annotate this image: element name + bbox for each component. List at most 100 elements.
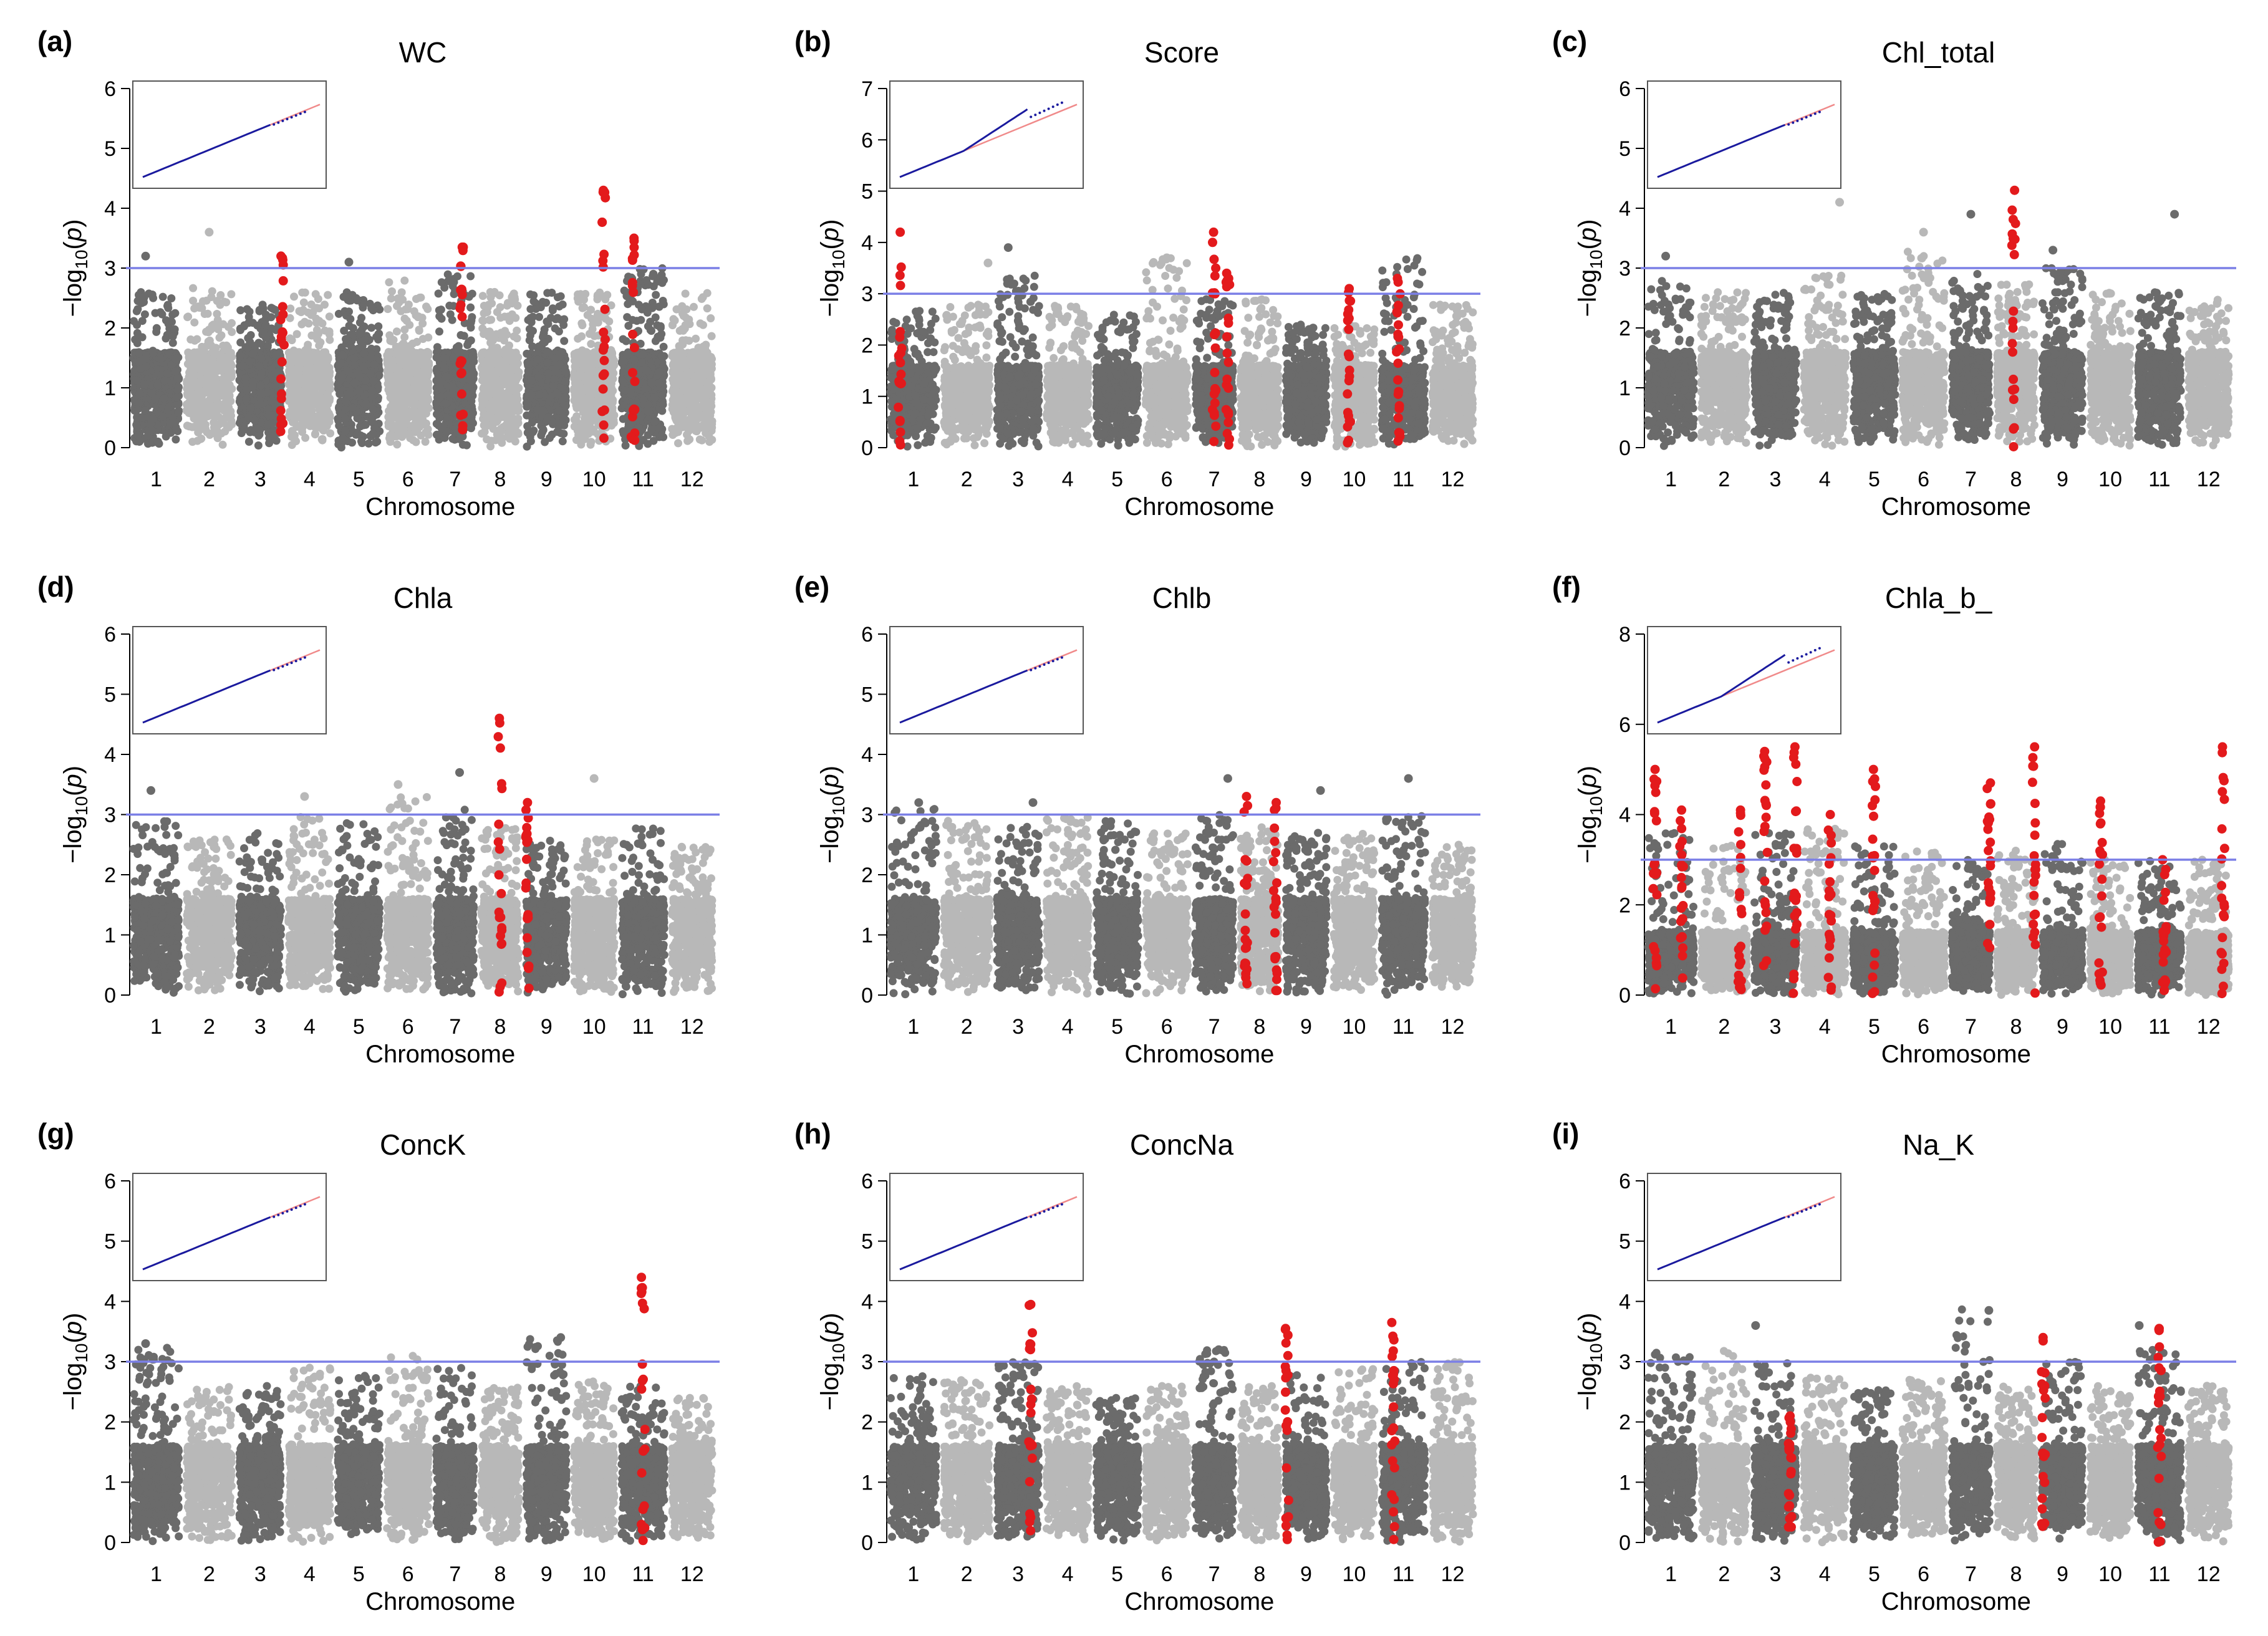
snp-point: [228, 328, 236, 336]
y-tick-label: 2: [104, 317, 116, 340]
snp-point: [196, 397, 205, 405]
snp-point: [460, 332, 468, 340]
snp-point: [140, 380, 149, 389]
snp-point: [334, 415, 342, 423]
snp-point: [316, 356, 324, 365]
snp-point: [350, 378, 359, 387]
snp-point: [442, 399, 450, 408]
snp-point: [558, 437, 567, 446]
snp-point: [539, 407, 548, 415]
snp-point: [556, 419, 564, 428]
snp-point: [209, 390, 218, 398]
snp-point: [496, 314, 505, 322]
snp-point: [192, 422, 201, 430]
snp-point: [413, 419, 422, 428]
snp-point: [288, 418, 297, 426]
snp-point: [358, 342, 367, 350]
manhattan-points: [129, 185, 717, 452]
snp-point: [245, 357, 254, 366]
snp-point: [440, 354, 448, 362]
snp-point: [369, 405, 377, 413]
snp-point: [346, 315, 355, 324]
snp-point: [341, 397, 350, 405]
snp-point: [443, 428, 451, 436]
snp-point: [133, 305, 142, 314]
snp-point: [135, 357, 143, 366]
snp-point: [255, 362, 264, 370]
snp-point: [483, 421, 492, 430]
snp-point: [243, 305, 251, 314]
snp-point: [182, 407, 191, 415]
snp-point: [303, 398, 312, 406]
snp-point: [407, 386, 416, 395]
snp-point: [340, 327, 349, 335]
snp-point: [290, 292, 298, 301]
snp-point: [491, 436, 500, 445]
snp-point: [204, 397, 213, 406]
panel-letter: (a): [37, 25, 72, 57]
snp-point: [132, 376, 140, 385]
snp-point: [301, 433, 310, 442]
snp-point: [171, 355, 180, 363]
snp-point: [560, 337, 569, 345]
snp-point: [246, 404, 255, 413]
snp-point: [484, 354, 493, 362]
snp-point: [174, 383, 183, 392]
snp-point: [553, 428, 562, 436]
snp-point: [400, 276, 409, 285]
snp-point: [485, 315, 494, 324]
snp-point: [524, 367, 533, 376]
snp-point: [364, 439, 373, 448]
snp-point: [523, 402, 532, 410]
snp-point: [561, 367, 570, 375]
snp-point: [437, 314, 446, 323]
snp-point: [498, 375, 507, 383]
snp-point: [543, 317, 551, 326]
snp-point: [413, 374, 422, 383]
snp-point: [501, 327, 509, 335]
snp-point: [218, 404, 226, 413]
snp-point: [554, 406, 563, 415]
snp-point: [153, 437, 162, 446]
chromosome-5-points: [334, 288, 384, 452]
snp-point: [383, 355, 392, 364]
snp-point: [140, 310, 149, 319]
snp-point: [341, 405, 350, 414]
snp-point: [395, 415, 403, 424]
snp-point: [253, 321, 262, 330]
snp-point: [511, 295, 519, 304]
snp-point: [529, 327, 537, 335]
snp-point: [220, 387, 228, 395]
y-tick-label: 0: [104, 436, 116, 460]
snp-point: [289, 352, 298, 361]
snp-point: [495, 403, 503, 411]
snp-point: [420, 373, 429, 382]
snp-point: [435, 327, 443, 336]
snp-point: [257, 354, 266, 363]
snp-point: [357, 314, 366, 322]
snp-point: [435, 306, 443, 315]
y-tick-label: 1: [104, 377, 116, 400]
snp-point: [420, 389, 428, 398]
snp-point: [400, 325, 409, 334]
snp-point: [392, 327, 401, 336]
snp-point: [184, 312, 193, 321]
snp-point: [215, 334, 224, 342]
snp-point: [480, 330, 488, 339]
snp-point: [414, 312, 423, 321]
y-tick-label: 3: [104, 257, 116, 281]
snp-point: [147, 426, 156, 435]
snp-point: [244, 438, 253, 446]
snp-point: [360, 349, 369, 358]
chromosome-8-points: [477, 287, 523, 451]
snp-point: [496, 303, 504, 312]
snp-point: [171, 367, 180, 376]
y-axis-label: −log10(p): [59, 219, 91, 317]
snp-point: [214, 325, 223, 334]
snp-point: [466, 323, 475, 332]
snp-point: [200, 310, 209, 318]
snp-point: [344, 390, 352, 398]
snp-point: [541, 438, 549, 446]
snp-point: [486, 293, 495, 302]
snp-point: [297, 425, 306, 434]
